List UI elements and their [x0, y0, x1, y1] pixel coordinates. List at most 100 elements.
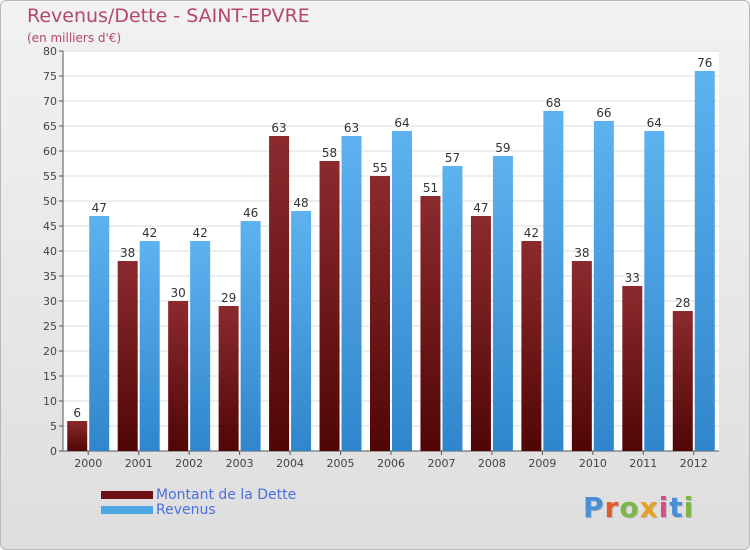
bar-revenus: [89, 216, 110, 451]
data-label: 38: [120, 246, 135, 260]
logo-letter: o: [619, 491, 640, 524]
legend-label-revenus: Revenus: [156, 501, 216, 518]
chart-subtitle: (en milliers d'€): [27, 31, 122, 45]
y-tick-label: 60: [43, 145, 57, 158]
legend-swatch-revenus: [101, 505, 153, 514]
x-tick-label: 2012: [680, 457, 708, 470]
data-label: 55: [372, 161, 387, 175]
y-tick-label: 50: [43, 195, 57, 208]
data-label: 42: [193, 226, 208, 240]
x-tick-label: 2005: [327, 457, 355, 470]
y-tick-label: 30: [43, 295, 57, 308]
data-label: 29: [221, 291, 236, 305]
legend: Montant de la Dette Revenus: [101, 486, 297, 518]
data-label: 47: [473, 201, 488, 215]
bar-dette: [622, 286, 643, 451]
data-label: 38: [574, 246, 589, 260]
bar-dette: [571, 261, 592, 451]
bar-revenus: [139, 241, 160, 451]
y-tick-label: 0: [50, 445, 57, 458]
y-tick-label: 15: [43, 370, 57, 383]
x-tick-label: 2004: [276, 457, 304, 470]
bar-dette: [168, 301, 189, 451]
legend-item-debt: Montant de la Dette: [101, 486, 297, 503]
logo-letter: r: [604, 491, 620, 524]
bar-dette: [269, 136, 290, 451]
y-tick-label: 10: [43, 395, 57, 408]
data-label: 58: [322, 146, 337, 160]
data-label: 63: [344, 121, 359, 135]
x-tick-label: 2010: [579, 457, 607, 470]
legend-swatch-debt: [101, 490, 153, 499]
bar-dette: [67, 421, 88, 451]
legend-item-revenus: Revenus: [101, 501, 296, 518]
bar-dette: [521, 241, 542, 451]
data-label: 63: [271, 121, 286, 135]
data-label: 64: [394, 116, 409, 130]
logo-letter: i: [683, 491, 695, 524]
data-label: 76: [697, 56, 712, 70]
data-label: 48: [293, 196, 308, 210]
bar-dette: [370, 176, 390, 451]
axes: 0 5 10 15 20 25 30 35 40 45 50 55 60 65 70 75 80 2000 2001…: [43, 45, 719, 470]
bar-revenus: [392, 131, 412, 451]
y-tick-label: 55: [43, 170, 57, 183]
data-label: 33: [625, 271, 640, 285]
y-tick-label: 35: [43, 270, 57, 283]
data-label: 28: [675, 296, 690, 310]
logo-letter: x: [639, 491, 659, 524]
y-tick-label: 70: [43, 95, 57, 108]
y-tick-label: 40: [43, 245, 57, 258]
data-label: 57: [445, 151, 460, 165]
data-label: 42: [524, 226, 539, 240]
data-label: 59: [495, 141, 510, 155]
bar-dette: [117, 261, 138, 451]
bar-revenus: [341, 136, 362, 451]
y-tick-label: 5: [50, 420, 57, 433]
bars: [67, 71, 715, 451]
x-tick-label: 2001: [125, 457, 153, 470]
grid-lines: [63, 50, 719, 452]
data-label: 47: [92, 201, 107, 215]
x-tick-label: 2006: [377, 457, 405, 470]
y-tick-label: 20: [43, 345, 57, 358]
legend-label-debt: Montant de la Dette: [156, 486, 297, 503]
y-tick-label: 65: [43, 120, 57, 133]
bar-revenus: [644, 131, 665, 451]
data-label: 51: [423, 181, 438, 195]
bar-dette: [420, 196, 441, 451]
y-tick-label: 45: [43, 220, 57, 233]
bar-revenus: [492, 156, 513, 451]
bar-revenus: [593, 121, 614, 451]
proxiti-logo: Proxiti: [583, 491, 694, 524]
chart-title: Revenus/Dette - SAINT-EPVRE: [27, 5, 310, 27]
bar-dette: [218, 306, 239, 451]
x-tick-label: 2009: [528, 457, 556, 470]
data-label: 68: [546, 96, 561, 110]
data-label: 46: [243, 206, 258, 220]
x-tick-label: 2011: [629, 457, 657, 470]
logo-letter: t: [669, 491, 684, 524]
logo-letter: i: [658, 491, 670, 524]
bar-revenus: [291, 211, 312, 451]
data-label: 30: [171, 286, 186, 300]
x-tick-label: 2002: [175, 457, 203, 470]
bar-revenus: [442, 166, 463, 451]
bar-revenus: [240, 221, 261, 451]
bar-revenus: [694, 71, 715, 451]
x-tick-label: 2003: [226, 457, 254, 470]
x-tick-label: 2000: [74, 457, 102, 470]
x-tick-label: 2008: [478, 457, 506, 470]
y-tick-label: 80: [43, 45, 57, 58]
y-tick-label: 25: [43, 320, 57, 333]
data-label: 6: [73, 406, 81, 420]
logo-letter: P: [583, 491, 605, 524]
bar-revenus: [190, 241, 211, 451]
y-tick-label: 75: [43, 70, 57, 83]
x-tick-label: 2007: [427, 457, 455, 470]
bar-dette: [470, 216, 491, 451]
data-label: 66: [596, 106, 611, 120]
data-label: 42: [142, 226, 157, 240]
